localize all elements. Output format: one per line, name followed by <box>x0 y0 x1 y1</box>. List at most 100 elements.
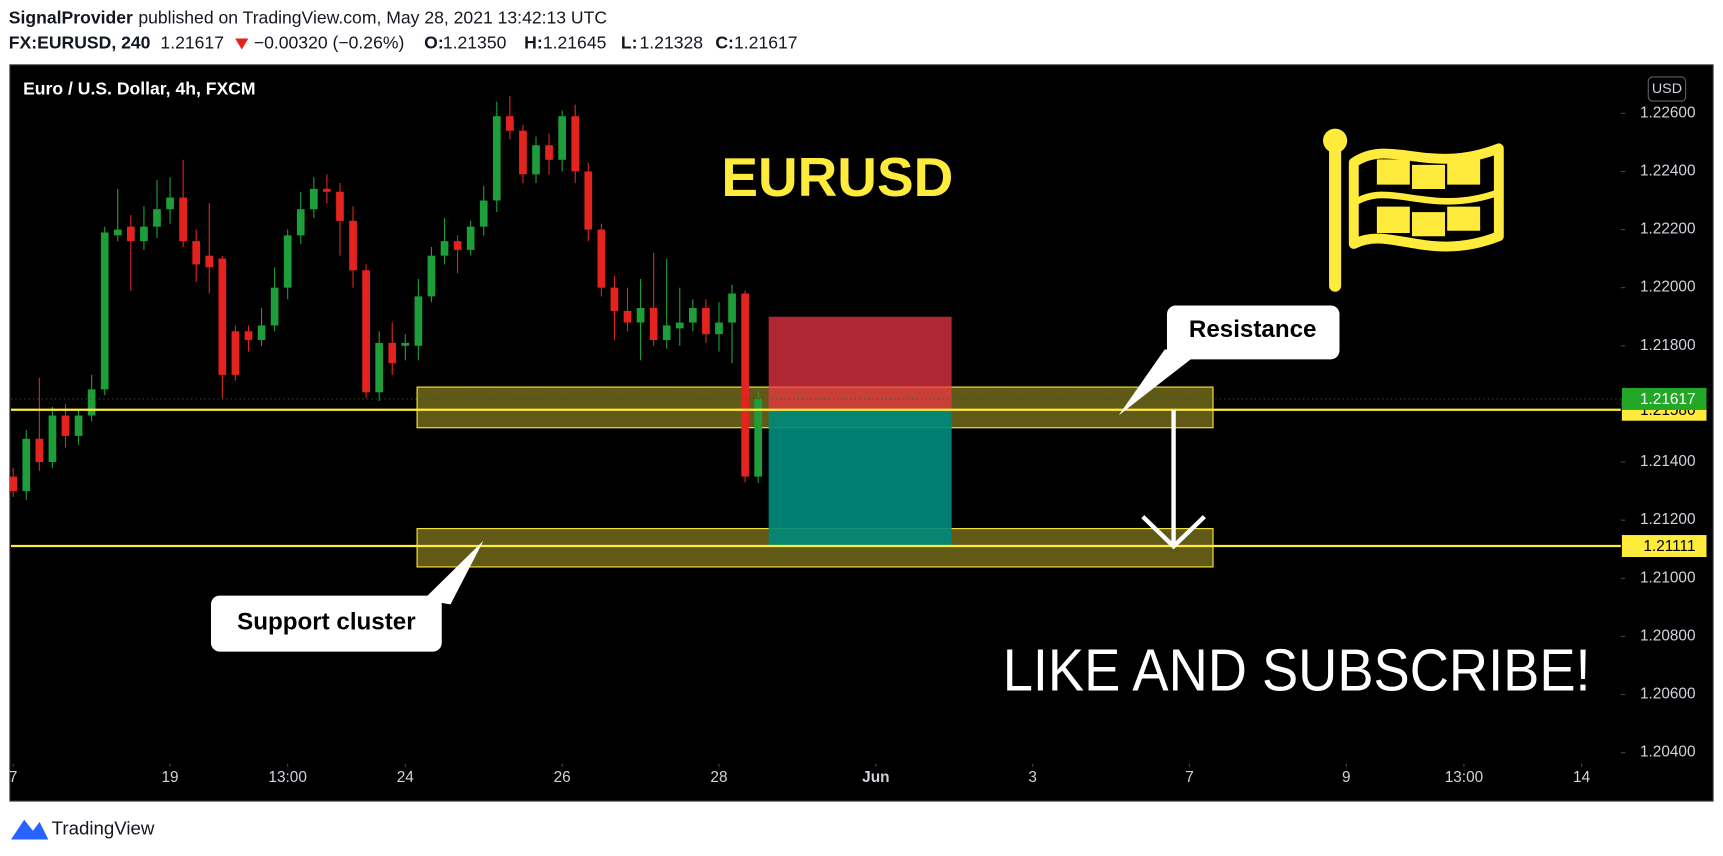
candle-body <box>218 258 227 375</box>
ohlc-key: L: <box>621 33 638 53</box>
ohlc-value: 1.21328 <box>640 33 704 53</box>
ohlc-key: C: <box>715 33 734 53</box>
candle-body <box>349 220 357 271</box>
candle-body <box>283 235 292 288</box>
candle-body <box>323 188 331 192</box>
resistance-callout: Resistance <box>1118 305 1340 416</box>
candle-body <box>231 331 240 375</box>
position-reward <box>768 409 952 547</box>
plot: 1.22600 1.22400 1.22200 1.22000 1.21800 1.216… <box>9 95 1707 786</box>
x-tick-label: 7 <box>1185 769 1194 786</box>
candle-body <box>675 322 684 329</box>
down-arrow <box>235 38 249 50</box>
footer-logo <box>10 819 49 840</box>
ohlc-value: 1.21617 <box>734 33 798 53</box>
x-tick-label: 26 <box>554 769 571 786</box>
currency: USD <box>1652 81 1682 97</box>
candle-body <box>388 342 397 364</box>
brand: TradingView <box>52 818 155 839</box>
candle-body <box>662 325 671 340</box>
x-tick-label: 3 <box>1028 769 1037 786</box>
candle-body <box>466 226 475 250</box>
candle-body <box>113 229 122 236</box>
candle-body <box>61 415 70 436</box>
candle-body <box>100 232 109 390</box>
chart-title: Euro / U.S. Dollar, 4h, FXCM <box>23 79 255 99</box>
candle-body <box>362 270 370 393</box>
candle-body <box>192 241 201 265</box>
x-tick-label: 14 <box>1573 769 1591 786</box>
candle-body <box>414 296 423 346</box>
candle-body <box>179 197 187 242</box>
candle-body <box>597 229 606 288</box>
candle-body <box>244 331 253 340</box>
ohlc-value: 1.21645 <box>543 33 607 53</box>
flag-stripe <box>1350 189 1503 207</box>
candle-body <box>440 241 449 256</box>
candle-body <box>336 191 344 221</box>
ohlc-key: H: <box>524 33 543 53</box>
x-tick-label: 9 <box>1342 769 1351 786</box>
price-tag <box>1621 535 1707 558</box>
candle-body <box>453 241 462 250</box>
candle-body <box>688 308 697 323</box>
currency-box <box>1647 76 1687 102</box>
publish-line: SignalProvider published on TradingView.c… <box>9 7 608 27</box>
y-tick-label: 1.21400 <box>1640 453 1696 470</box>
candle-body <box>506 116 514 131</box>
candle-body <box>479 200 488 227</box>
x-tick-label: 28 <box>710 769 727 786</box>
candle-body <box>48 415 57 463</box>
candle-body <box>375 342 384 393</box>
position-risk <box>768 316 952 410</box>
x-tick-label: Jun <box>862 769 889 786</box>
candle-body <box>492 116 501 201</box>
target-arrow <box>1141 409 1206 550</box>
y-tick-label: 1.22200 <box>1640 221 1696 238</box>
ohlc-key: O: <box>424 33 444 53</box>
y-tick-label: 1.22400 <box>1640 162 1696 179</box>
change: −0.00320 (−0.26%) <box>254 33 405 53</box>
y-tick-label: 1.20600 <box>1640 686 1696 703</box>
symbol: FX:EURUSD, 240 <box>9 33 151 53</box>
candle-body <box>649 308 658 340</box>
flag-icon <box>1323 128 1504 292</box>
candle-body <box>153 209 161 227</box>
y-tick-label: 1.21000 <box>1640 569 1696 586</box>
callout-text: Support cluster <box>237 608 416 635</box>
candle-body <box>166 197 174 210</box>
candle-body <box>636 308 645 323</box>
x-tick-label: 19 <box>161 769 178 786</box>
candle-body <box>741 293 749 477</box>
call-to-action: LIKE AND SUBSCRIBE! <box>1003 636 1591 703</box>
candle-body <box>702 308 710 335</box>
x-tick-label: 7 <box>9 769 18 786</box>
candle-body <box>545 145 553 160</box>
candle-body <box>610 287 619 311</box>
candle-body <box>257 325 266 340</box>
callout-pointer <box>1118 349 1198 416</box>
price-tag-label: 1.21111 <box>1643 538 1695 555</box>
support-callout: Support cluster <box>210 540 484 652</box>
callout-box <box>210 595 442 652</box>
candle-body <box>9 476 18 492</box>
candle-body <box>309 188 318 210</box>
x-tick-label: 13:00 <box>268 769 306 786</box>
last-price-tag <box>1621 387 1707 410</box>
logo-mark <box>10 819 49 840</box>
candle-body <box>571 116 580 172</box>
candle-body <box>87 389 96 416</box>
y-tick-label: 1.20400 <box>1640 744 1696 761</box>
candle-body <box>532 145 540 175</box>
candle-body <box>427 255 436 297</box>
candle-body <box>558 116 566 160</box>
y-tick-label: 1.22600 <box>1640 104 1696 121</box>
candle-body <box>74 415 83 436</box>
callout-text: Resistance <box>1189 316 1317 343</box>
x-tick-label: 24 <box>397 769 415 786</box>
candle-body <box>584 171 593 230</box>
y-tick-label: 1.21800 <box>1640 337 1696 354</box>
